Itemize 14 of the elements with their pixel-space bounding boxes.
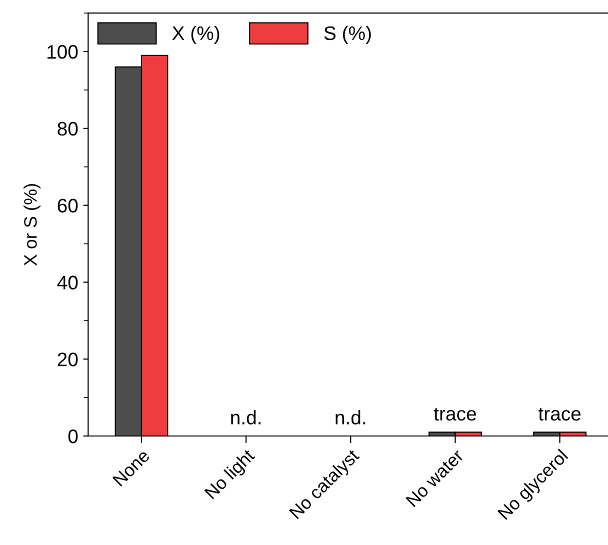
legend-label: X (%) (172, 26, 220, 44)
y-axis-title: X or S (%) (24, 184, 40, 266)
y-tick-label: 40 (57, 276, 78, 290)
x-tick-label: No light (204, 448, 258, 502)
data-label: n.d. (336, 410, 366, 424)
data-label: n.d. (231, 410, 261, 424)
legend-label: S (%) (324, 26, 371, 44)
data-label: trace (434, 408, 476, 421)
data-label: trace (538, 408, 581, 421)
y-tick-label: 100 (47, 44, 78, 59)
y-tick-label: 20 (58, 352, 78, 366)
y-tick-label: 0 (68, 429, 78, 444)
y-tick-label: 60 (58, 198, 78, 213)
y-tick-label: 80 (58, 122, 78, 136)
